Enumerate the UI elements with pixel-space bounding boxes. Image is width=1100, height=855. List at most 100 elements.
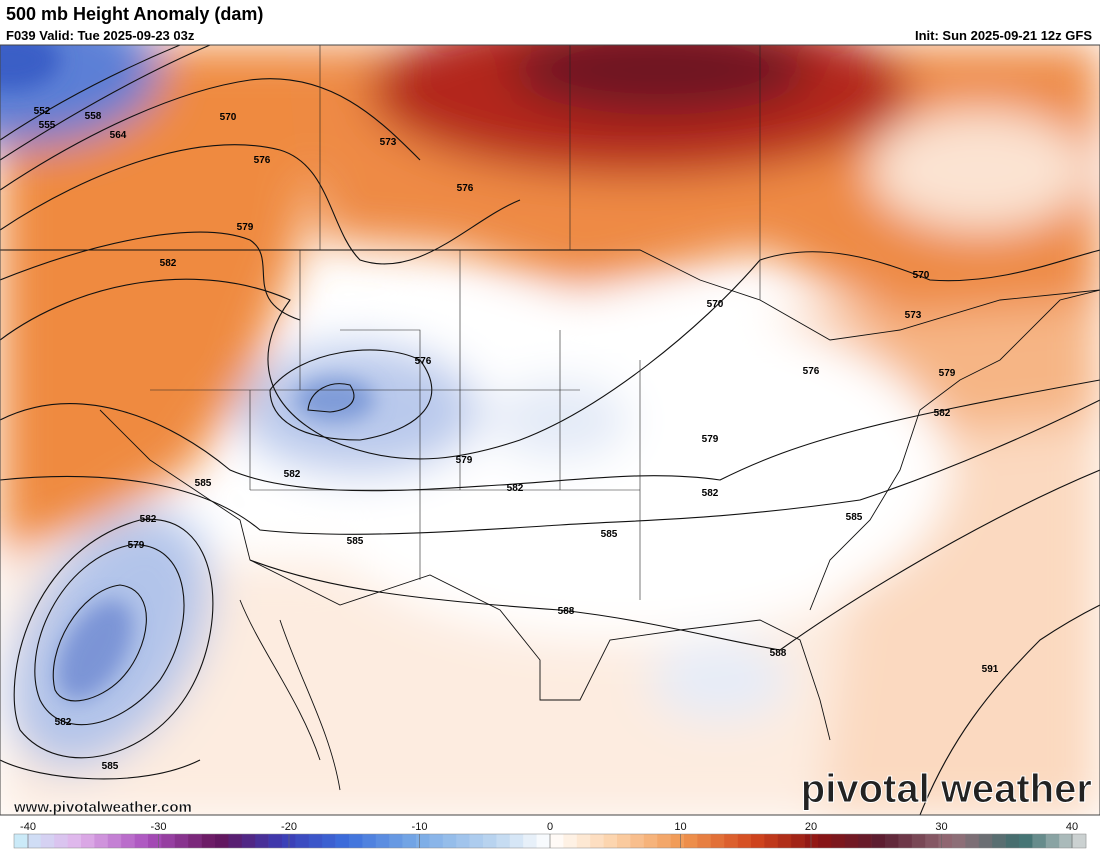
colorbar-swatch — [54, 834, 68, 848]
colorbar-swatch — [992, 834, 1006, 848]
colorbar-swatch — [402, 834, 417, 848]
colorbar-swatch — [978, 834, 993, 848]
colorbar-swatch — [791, 834, 805, 848]
colorbar-swatch — [1045, 834, 1060, 848]
init-time: Init: Sun 2025-09-21 12z GFS — [915, 28, 1092, 43]
contour-label: 591 — [982, 664, 999, 675]
colorbar-swatch — [737, 834, 752, 848]
colorbar-swatch — [576, 834, 591, 848]
colorbar-swatch — [362, 834, 377, 848]
colorbar-swatch — [777, 834, 792, 848]
colorbar-swatch — [563, 834, 578, 848]
colorbar-swatch — [804, 834, 819, 848]
colorbar-tick-label: -20 — [281, 821, 297, 833]
colorbar-tick-label: -10 — [412, 821, 428, 833]
colorbar-tick-label: 40 — [1066, 821, 1078, 833]
colorbar-swatch — [657, 834, 671, 848]
geography — [0, 45, 1100, 791]
colorbar-swatch — [925, 834, 939, 848]
colorbar-swatch — [469, 834, 484, 848]
contour-label: 588 — [558, 606, 575, 617]
colorbar-swatch — [67, 834, 82, 848]
colorbar-swatch — [174, 834, 189, 848]
colorbar-swatch — [724, 834, 738, 848]
contour-label: 570 — [220, 112, 237, 123]
colorbar-swatch — [684, 834, 698, 848]
colorbar-swatch — [255, 834, 269, 848]
colorbar-swatch — [215, 834, 229, 848]
colorbar-swatch — [697, 834, 712, 848]
colorbar-swatch — [885, 834, 899, 848]
colorbar-swatch — [550, 834, 564, 848]
contour-label: 585 — [846, 512, 863, 523]
colorbar-swatch — [27, 834, 42, 848]
map-title: 500 mb Height Anomaly (dam) — [6, 4, 263, 24]
colorbar-swatch — [751, 834, 765, 848]
colorbar-swatch — [456, 834, 470, 848]
colorbar-swatch — [268, 834, 283, 848]
anomaly-field — [0, 45, 1100, 815]
colorbar-swatch — [389, 834, 403, 848]
map: 552 555 558 564 570 573 576 576 579 582 570 570 573 5… — [0, 45, 1100, 816]
colorbar-swatch — [764, 834, 779, 848]
colorbar-swatch — [898, 834, 913, 848]
colorbar-swatch — [523, 834, 537, 848]
valid-time: F039 Valid: Tue 2025-09-23 03z — [6, 28, 195, 43]
contour-label: 579 — [237, 222, 254, 233]
colorbar-swatch — [710, 834, 725, 848]
contour-label: 588 — [770, 648, 787, 659]
colorbar-swatch — [670, 834, 685, 848]
colorbar-tick-label: -40 — [20, 821, 36, 833]
contour-label: 570 — [707, 299, 724, 310]
colorbar-swatch — [94, 834, 109, 848]
colorbar-swatch — [107, 834, 122, 848]
colorbar-swatch — [228, 834, 243, 848]
contour-labels: 552 555 558 564 570 573 576 576 579 582 570 570 573 5… — [34, 106, 999, 772]
colorbar-swatch — [818, 834, 832, 848]
colorbar-swatch — [442, 834, 457, 848]
contour-label: 555 — [39, 120, 56, 131]
colorbar-swatch — [134, 834, 149, 848]
colorbar-swatch — [496, 834, 511, 848]
colorbar-swatch — [81, 834, 95, 848]
colorbar-swatch — [630, 834, 645, 848]
logo: pivotal weather — [801, 767, 1092, 811]
contour-label: 582 — [507, 483, 524, 494]
colorbar: -40 -30 -20 -10 0 10 20 30 40 — [13, 821, 1087, 849]
colorbar-swatch — [643, 834, 658, 848]
colorbar-swatch — [429, 834, 444, 848]
contour-label: 579 — [939, 368, 956, 379]
colorbar-swatch — [1032, 834, 1047, 848]
colorbar-swatch — [241, 834, 256, 848]
contour-label: 576 — [457, 183, 474, 194]
contour-label: 558 — [85, 111, 102, 122]
colorbar-tick-label: 0 — [547, 821, 553, 833]
contours — [0, 45, 1100, 815]
colorbar-swatch — [509, 834, 524, 848]
colorbar-swatch — [858, 834, 872, 848]
website: www.pivotalweather.com — [13, 799, 192, 816]
contour-label: 585 — [102, 761, 119, 772]
contour-label: 582 — [55, 717, 72, 728]
colorbar-swatch — [188, 834, 202, 848]
contour-label: 552 — [34, 106, 51, 117]
contour-label: 582 — [140, 514, 157, 525]
contour-label: 576 — [254, 155, 271, 166]
colorbar-swatch — [831, 834, 846, 848]
colorbar-swatch — [938, 834, 953, 848]
contour-label: 573 — [380, 137, 397, 148]
colorbar-tick-label: -30 — [151, 821, 167, 833]
colorbar-swatch — [1019, 834, 1033, 848]
contour-label: 579 — [456, 455, 473, 466]
colorbar-swatch — [14, 834, 28, 848]
colorbar-swatch — [603, 834, 618, 848]
colorbar-swatch — [148, 834, 162, 848]
colorbar-swatch — [349, 834, 363, 848]
colorbar-swatch — [871, 834, 886, 848]
contour-label: 579 — [702, 434, 719, 445]
colorbar-swatch — [590, 834, 604, 848]
contour-label: 582 — [702, 488, 719, 499]
contour-label: 564 — [110, 130, 127, 141]
